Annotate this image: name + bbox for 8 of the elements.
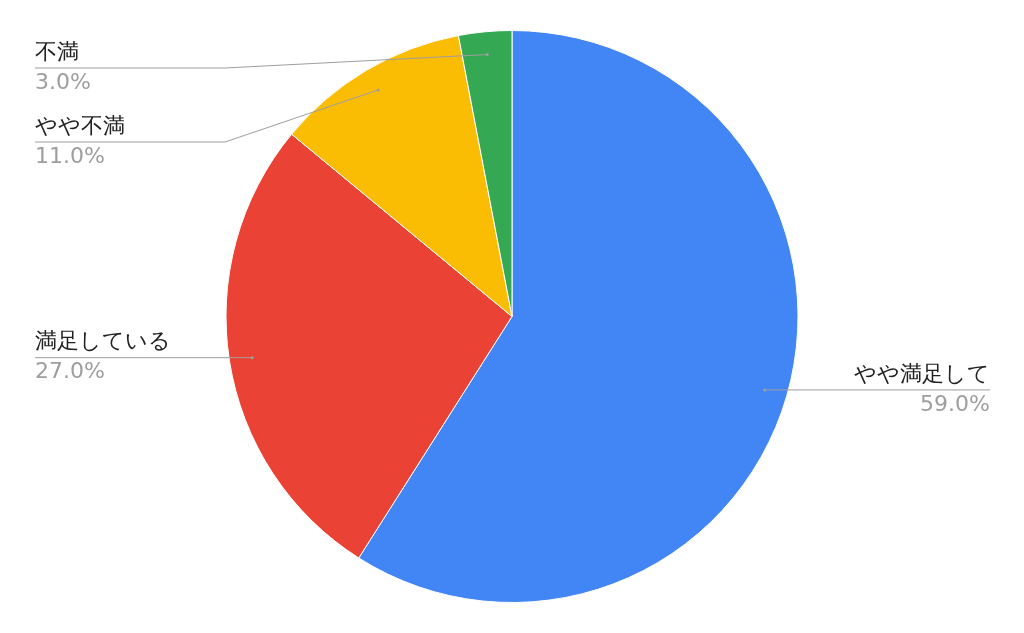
- slice-label: やや満足して: [854, 360, 990, 386]
- slice-label: 満足している: [35, 328, 171, 354]
- data-label: 11.0%: [35, 142, 105, 168]
- data-label: 27.0%: [35, 358, 105, 384]
- data-label: 3.0%: [35, 68, 91, 94]
- slice-label: やや不満: [35, 112, 125, 138]
- slice-label: 不満: [35, 38, 79, 64]
- data-label: 59.0%: [920, 390, 990, 416]
